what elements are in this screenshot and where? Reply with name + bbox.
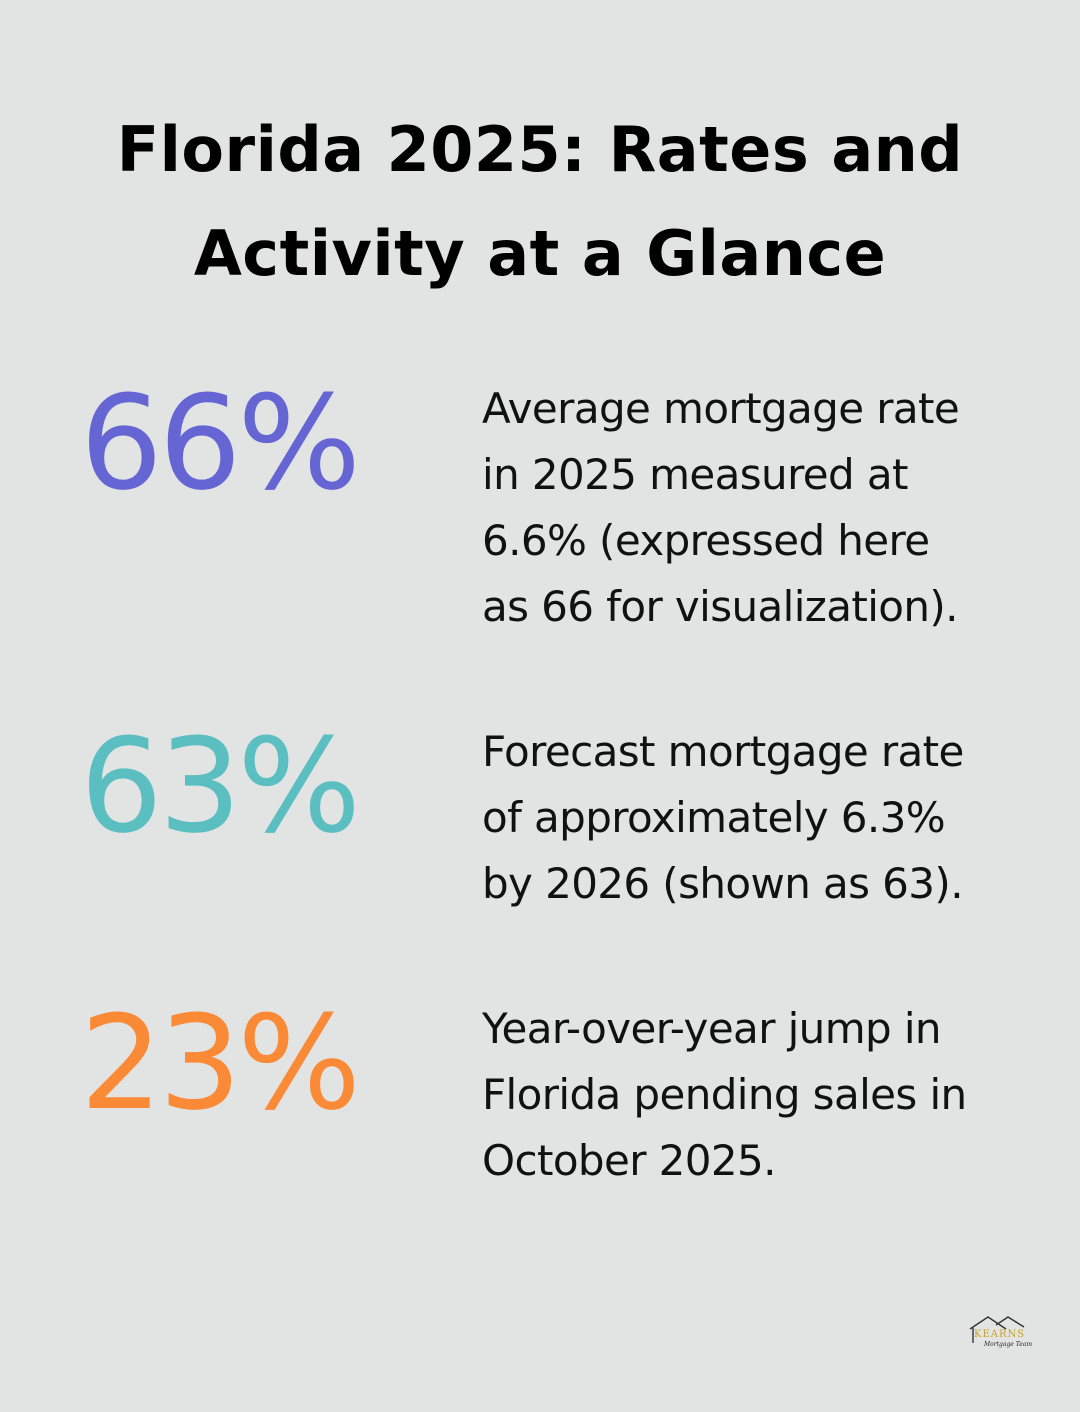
page-title: Florida 2025: Rates and Activity at a Gl… (60, 98, 1020, 306)
title-line-1: Florida 2025: Rates and (116, 113, 964, 186)
stat-1-line-1: Average mortgage rate (482, 384, 960, 433)
stat-1-line-2: in 2025 measured at (482, 450, 908, 499)
logo-tagline: Mortgage Team (983, 1341, 1032, 1348)
stat-2-line-3: by 2026 (shown as 63). (482, 859, 964, 908)
stat-3-line-1: Year-over-year jump in (482, 1004, 942, 1053)
stat-2-line-1: Forecast mortgage rate (482, 727, 964, 776)
brand-logo: KEARNS Mortgage Team (966, 1313, 1038, 1349)
stat-1-line-4: as 66 for visualization). (482, 582, 959, 631)
stat-description-1: Average mortgage rate in 2025 measured a… (482, 376, 1022, 640)
stat-2-line-2: of approximately 6.3% (482, 793, 946, 842)
stat-value-3: 23% (80, 987, 361, 1139)
logo-wordmark: KEARNS (974, 1329, 1025, 1340)
stat-1-line-3: 6.6% (expressed here (482, 516, 930, 565)
stat-value-2: 63% (80, 710, 361, 862)
stat-3-line-3: October 2025. (482, 1136, 776, 1185)
stat-description-2: Forecast mortgage rate of approximately … (482, 719, 1022, 917)
stat-3-line-2: Florida pending sales in (482, 1070, 967, 1119)
stat-description-3: Year-over-year jump in Florida pending s… (482, 996, 1022, 1194)
title-line-2: Activity at a Glance (193, 217, 887, 290)
house-logo-icon: KEARNS Mortgage Team (969, 1316, 1032, 1348)
stat-value-1: 66% (80, 367, 361, 519)
